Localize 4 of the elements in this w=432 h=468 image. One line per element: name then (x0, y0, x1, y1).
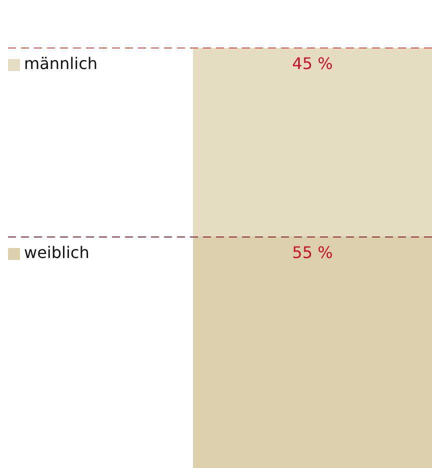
legend-label: männlich (24, 54, 98, 74)
legend-label: weiblich (24, 243, 90, 262)
data-label: 55 % (292, 243, 333, 262)
data-label: 45 % (292, 54, 333, 74)
